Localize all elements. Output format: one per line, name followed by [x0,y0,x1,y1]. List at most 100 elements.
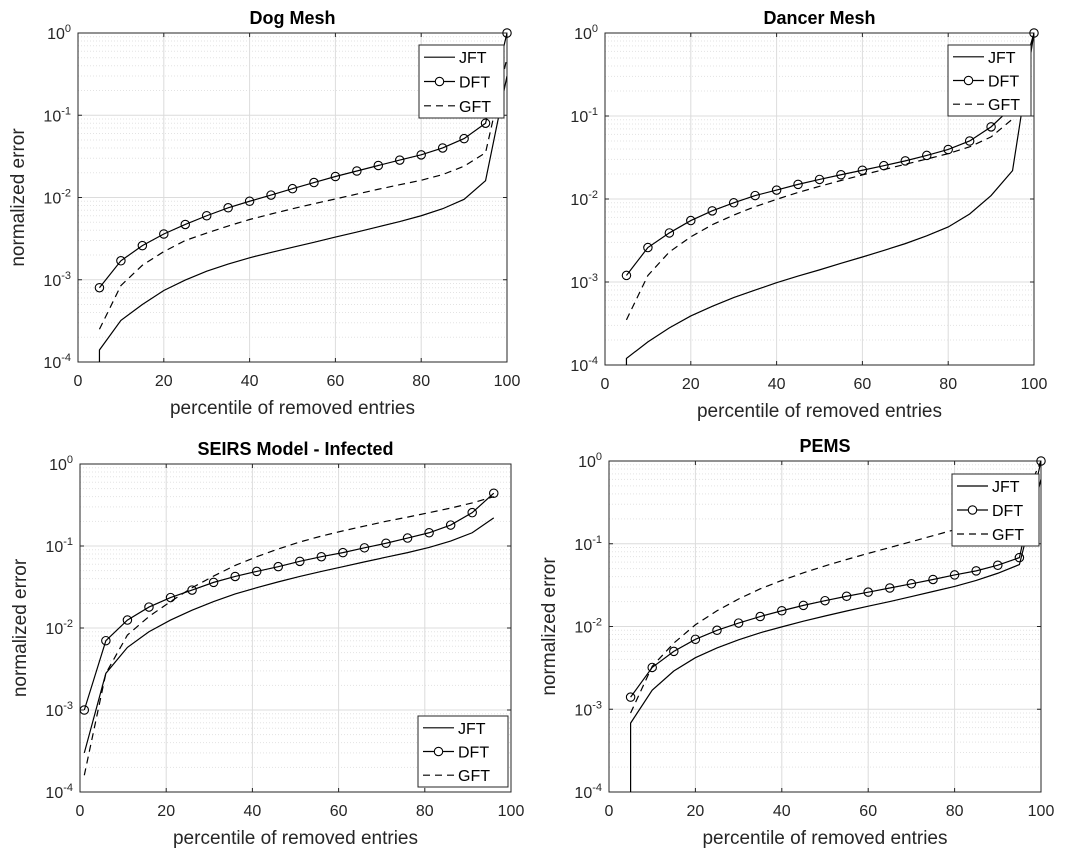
data-point-dft [993,560,1003,570]
x-tick-label: 60 [330,803,348,820]
y-tick-label: 10-1 [43,105,71,125]
x-tick-label: 0 [76,803,85,820]
data-point-dft [273,561,284,572]
y-axis-label: normalized error [10,558,31,697]
data-point-dft [879,160,889,171]
series-line-gft [98,57,507,330]
data-point-dft [201,210,212,221]
x-tick-label: 40 [244,803,262,820]
data-point-dft [728,198,739,208]
chart-title: Dancer Mesh [763,8,875,28]
x-tick-label: 80 [416,803,434,820]
legend-marker-dft [967,505,978,515]
x-tick-label: 20 [682,376,700,393]
data-point-dft [621,270,632,281]
data-point-dft [686,215,696,226]
legend-label: JFT [992,479,1020,496]
data-point-dft [266,190,276,200]
series-line-gft [630,460,1041,714]
data-point-dft [122,615,133,625]
legend: JFT DFT GFT [951,473,1040,547]
data-point-dft [316,551,327,562]
data-point-dft [244,196,255,207]
legend-label: JFT [988,50,1016,67]
data-point-dft [187,585,197,595]
x-tick-label: 60 [859,803,877,820]
data-point-dft [373,160,384,171]
data-point-dft [690,634,701,645]
legend-label: DFT [459,75,490,92]
legend-label: DFT [992,503,1023,520]
data-point-dft [338,547,348,558]
data-point-dft [964,136,975,146]
y-tick-label: 10-3 [43,270,71,290]
legend-label: GFT [458,768,490,785]
x-tick-label: 20 [155,373,173,390]
x-tick-label: 0 [74,373,83,390]
data-point-dft [79,705,90,715]
data-point-dft [733,618,744,628]
data-point-dft [330,171,341,182]
y-tick-label: 10-4 [45,782,73,802]
x-tick-label: 20 [157,803,175,820]
data-point-dft [94,282,105,293]
y-tick-label: 100 [578,451,602,471]
data-point-dft [480,118,491,128]
data-point-dft [459,133,469,144]
data-point-dft [144,602,154,612]
x-tick-label: 80 [946,803,964,820]
x-tick-label: 100 [494,373,521,390]
data-point-dft [777,606,787,616]
data-point-dft [712,625,722,636]
legend-marker-dft [434,76,445,87]
series-line-gft [83,496,494,776]
data-point-dft [664,228,675,238]
data-point-dft [928,574,938,585]
series-line-jft [629,479,1041,792]
subplot-1: 0 20 40 60 80 100 10-4 10-3 10-2 10-1 100 Dog Mesh p… [8,8,520,419]
legend-label: GFT [992,527,1024,544]
x-tick-label: 100 [1021,376,1048,393]
data-point-dft [159,229,169,239]
data-point-dft [251,566,262,577]
data-point-dft [230,571,240,582]
data-point-dft [352,166,362,176]
y-tick-label: 10-1 [574,534,602,554]
data-point-dft [1036,456,1046,466]
data-point-dft [921,150,932,161]
data-point-dft [857,165,868,176]
minor-gridlines [609,464,1041,768]
data-point-dft [223,203,233,213]
x-tick-label: 40 [241,373,259,390]
x-tick-label: 20 [687,803,705,820]
legend-marker-dft [963,75,974,86]
y-axis-label: normalized error [539,557,560,696]
legend-label: JFT [458,721,486,738]
chart-title: SEIRS Model - Infected [197,439,393,459]
data-point-dft [647,662,657,673]
data-point-dft [116,256,126,266]
data-point-dft [437,143,448,153]
x-tick-label: 0 [601,376,610,393]
series-line-jft [98,75,507,362]
x-tick-label: 60 [854,376,872,393]
legend-label: GFT [459,99,491,116]
data-point-dft [208,577,219,588]
x-tick-label: 40 [773,803,791,820]
data-point-dft [750,190,760,201]
data-point-dft [771,185,782,195]
chart-title: PEMS [799,436,850,456]
x-axis-label: percentile of removed entries [170,398,415,419]
series-line-gft [625,32,1034,321]
x-tick-label: 60 [327,373,345,390]
x-tick-label: 100 [1028,803,1055,820]
data-point-dft [424,528,434,538]
data-point-dft [502,28,512,38]
data-point-dft [755,611,765,622]
data-point-dft [669,646,679,657]
data-point-dft [287,183,298,194]
x-axis-label: percentile of removed entries [697,401,942,422]
data-point-dft [643,242,653,253]
data-point-dft [101,635,111,646]
